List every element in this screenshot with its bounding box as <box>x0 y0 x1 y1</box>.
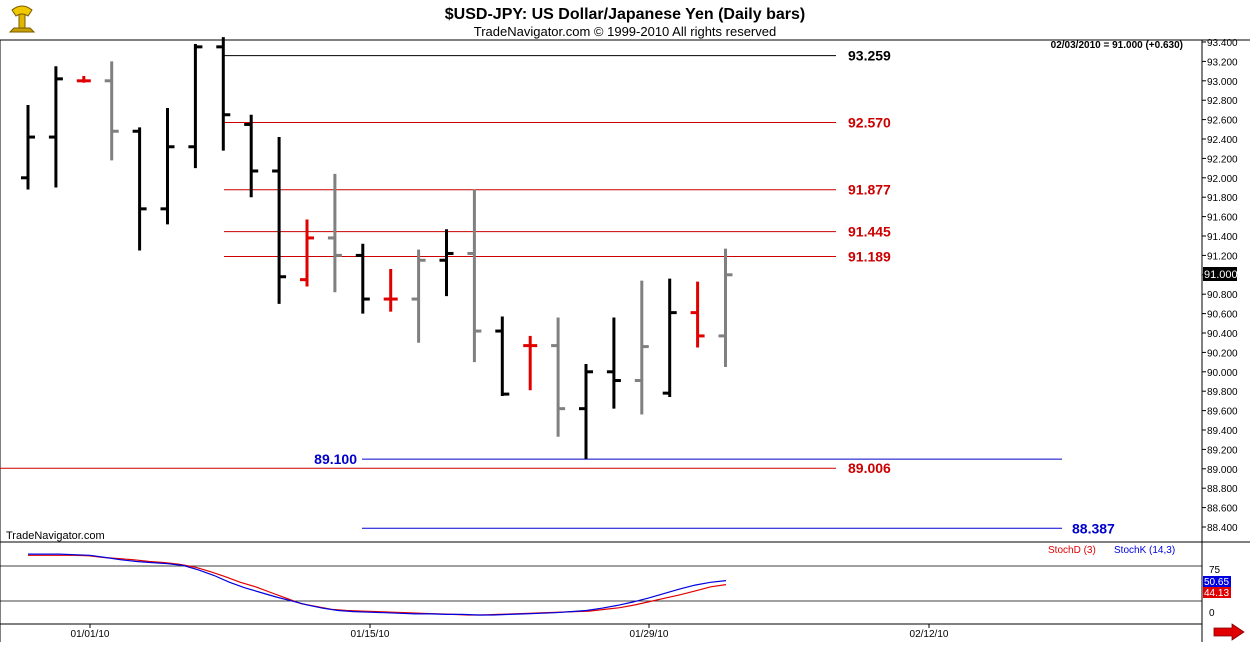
y-tick-label: 91.800 <box>1207 193 1238 204</box>
x-tick-label: 01/29/10 <box>630 629 669 640</box>
ohlc-bar <box>216 37 231 151</box>
y-tick-label: 93.200 <box>1207 57 1238 68</box>
stoch-d-value: 44.13 <box>1204 588 1229 599</box>
stochastic-lines <box>28 553 727 616</box>
ohlc-bar <box>523 335 538 391</box>
ohlc-bar <box>160 107 175 225</box>
logo-icon <box>8 5 36 33</box>
ohlc-bar <box>411 249 426 343</box>
ohlc-bar <box>634 280 649 415</box>
ohlc-bar <box>188 43 203 169</box>
ohlc-bar <box>21 105 35 190</box>
current-price-label: 91.000 <box>1204 269 1238 281</box>
y-tick-label: 90.800 <box>1207 290 1238 301</box>
ohlc-bar <box>551 317 566 437</box>
chart-subtitle: TradeNavigator.com © 1999-2010 All right… <box>474 24 776 39</box>
ohlc-bar <box>690 281 705 348</box>
y-tick-label: 92.400 <box>1207 135 1238 146</box>
ohlc-bar <box>327 173 342 293</box>
level-label-88.387: 88.387 <box>1072 520 1115 536</box>
x-tick-label: 01/01/10 <box>71 629 110 640</box>
ohlc-bar <box>383 268 398 312</box>
ohlc-bar <box>48 66 63 188</box>
y-tick-label: 88.800 <box>1207 484 1238 495</box>
support-resistance-levels: 93.259 92.570 91.877 91.445 91.189 89.100 89.0… <box>0 48 1115 536</box>
y-tick-label: 89.000 <box>1207 465 1238 476</box>
ohlc-bar <box>300 219 314 287</box>
stoch-axis-0: 0 <box>1209 608 1215 619</box>
level-label-91.445: 91.445 <box>848 224 891 240</box>
ohlc-bar <box>104 61 119 161</box>
y-tick-label: 91.200 <box>1207 251 1238 262</box>
ohlc-bar <box>579 364 593 460</box>
y-tick-label: 89.200 <box>1207 445 1238 456</box>
ohlc-bar <box>244 114 259 198</box>
date-axis: 01/01/10 01/15/10 01/29/10 02/12/10 <box>71 624 949 640</box>
level-label-89.006: 89.006 <box>848 460 891 476</box>
y-tick-label: 92.600 <box>1207 116 1238 127</box>
ohlc-bar <box>439 229 454 297</box>
stoch-k-value-tag <box>1203 576 1231 587</box>
y-tick-label: 93.400 <box>1207 38 1238 49</box>
stoch-k-legend: StochK (14,3) <box>1114 545 1175 556</box>
y-tick-label: 91.600 <box>1207 213 1238 224</box>
y-tick-label: 92.000 <box>1207 174 1238 185</box>
date-readout: 02/03/2010 = 91.000 (+0.630) <box>1051 40 1183 51</box>
chart-title: $USD-JPY: US Dollar/Japanese Yen (Daily … <box>445 6 805 23</box>
y-tick-label: 90.400 <box>1207 329 1238 340</box>
y-tick-label: 90.200 <box>1207 348 1238 359</box>
watermark: TradeNavigator.com <box>6 530 105 542</box>
ohlc-bar <box>132 127 147 251</box>
current-price-tag <box>1203 267 1237 281</box>
stoch-d-value-tag <box>1203 587 1231 598</box>
y-tick-label: 88.400 <box>1207 523 1238 534</box>
y-tick-label: 92.200 <box>1207 154 1238 165</box>
y-tick-label: 89.400 <box>1207 426 1238 437</box>
stoch-d-legend: StochD (3) <box>1048 545 1096 556</box>
x-tick-label: 01/15/10 <box>351 629 390 640</box>
y-tick-label: 91.400 <box>1207 232 1238 243</box>
stoch-axis-75: 75 <box>1209 565 1221 576</box>
ohlc-bar <box>272 137 287 304</box>
y-tick-label: 90.600 <box>1207 310 1238 321</box>
level-label-91.877: 91.877 <box>848 182 891 198</box>
ohlc-bar <box>495 316 510 397</box>
y-tick-label: 88.600 <box>1207 504 1238 515</box>
y-tick-label: 93.000 <box>1207 77 1238 88</box>
price-bars <box>21 37 733 460</box>
stoch-d-line <box>28 554 727 616</box>
level-label-91.189: 91.189 <box>848 248 891 264</box>
price-plot-area[interactable] <box>0 40 1202 542</box>
stoch-k-value: 50.65 <box>1204 577 1229 588</box>
x-tick-label: 02/12/10 <box>910 629 949 640</box>
ohlc-bar <box>355 243 370 314</box>
y-tick-label: 89.600 <box>1207 407 1238 418</box>
y-tick-label: 89.800 <box>1207 387 1238 398</box>
y-tick-label: 90.000 <box>1207 368 1238 379</box>
scroll-right-arrow-icon[interactable] <box>1213 623 1245 641</box>
ohlc-bar <box>467 189 482 363</box>
y-tick-label: 92.800 <box>1207 96 1238 107</box>
level-label-93.259: 93.259 <box>848 48 891 64</box>
ohlc-bar <box>662 278 677 398</box>
price-axis: 93.400 93.200 93.000 92.800 92.600 92.400 92.2… <box>1202 38 1238 534</box>
ohlc-bar <box>76 75 91 83</box>
level-label-92.570: 92.570 <box>848 115 891 131</box>
ohlc-bar <box>718 248 733 367</box>
stoch-k-line <box>28 553 727 616</box>
level-label-89.100: 89.100 <box>314 451 357 467</box>
ohlc-bar <box>606 317 621 409</box>
